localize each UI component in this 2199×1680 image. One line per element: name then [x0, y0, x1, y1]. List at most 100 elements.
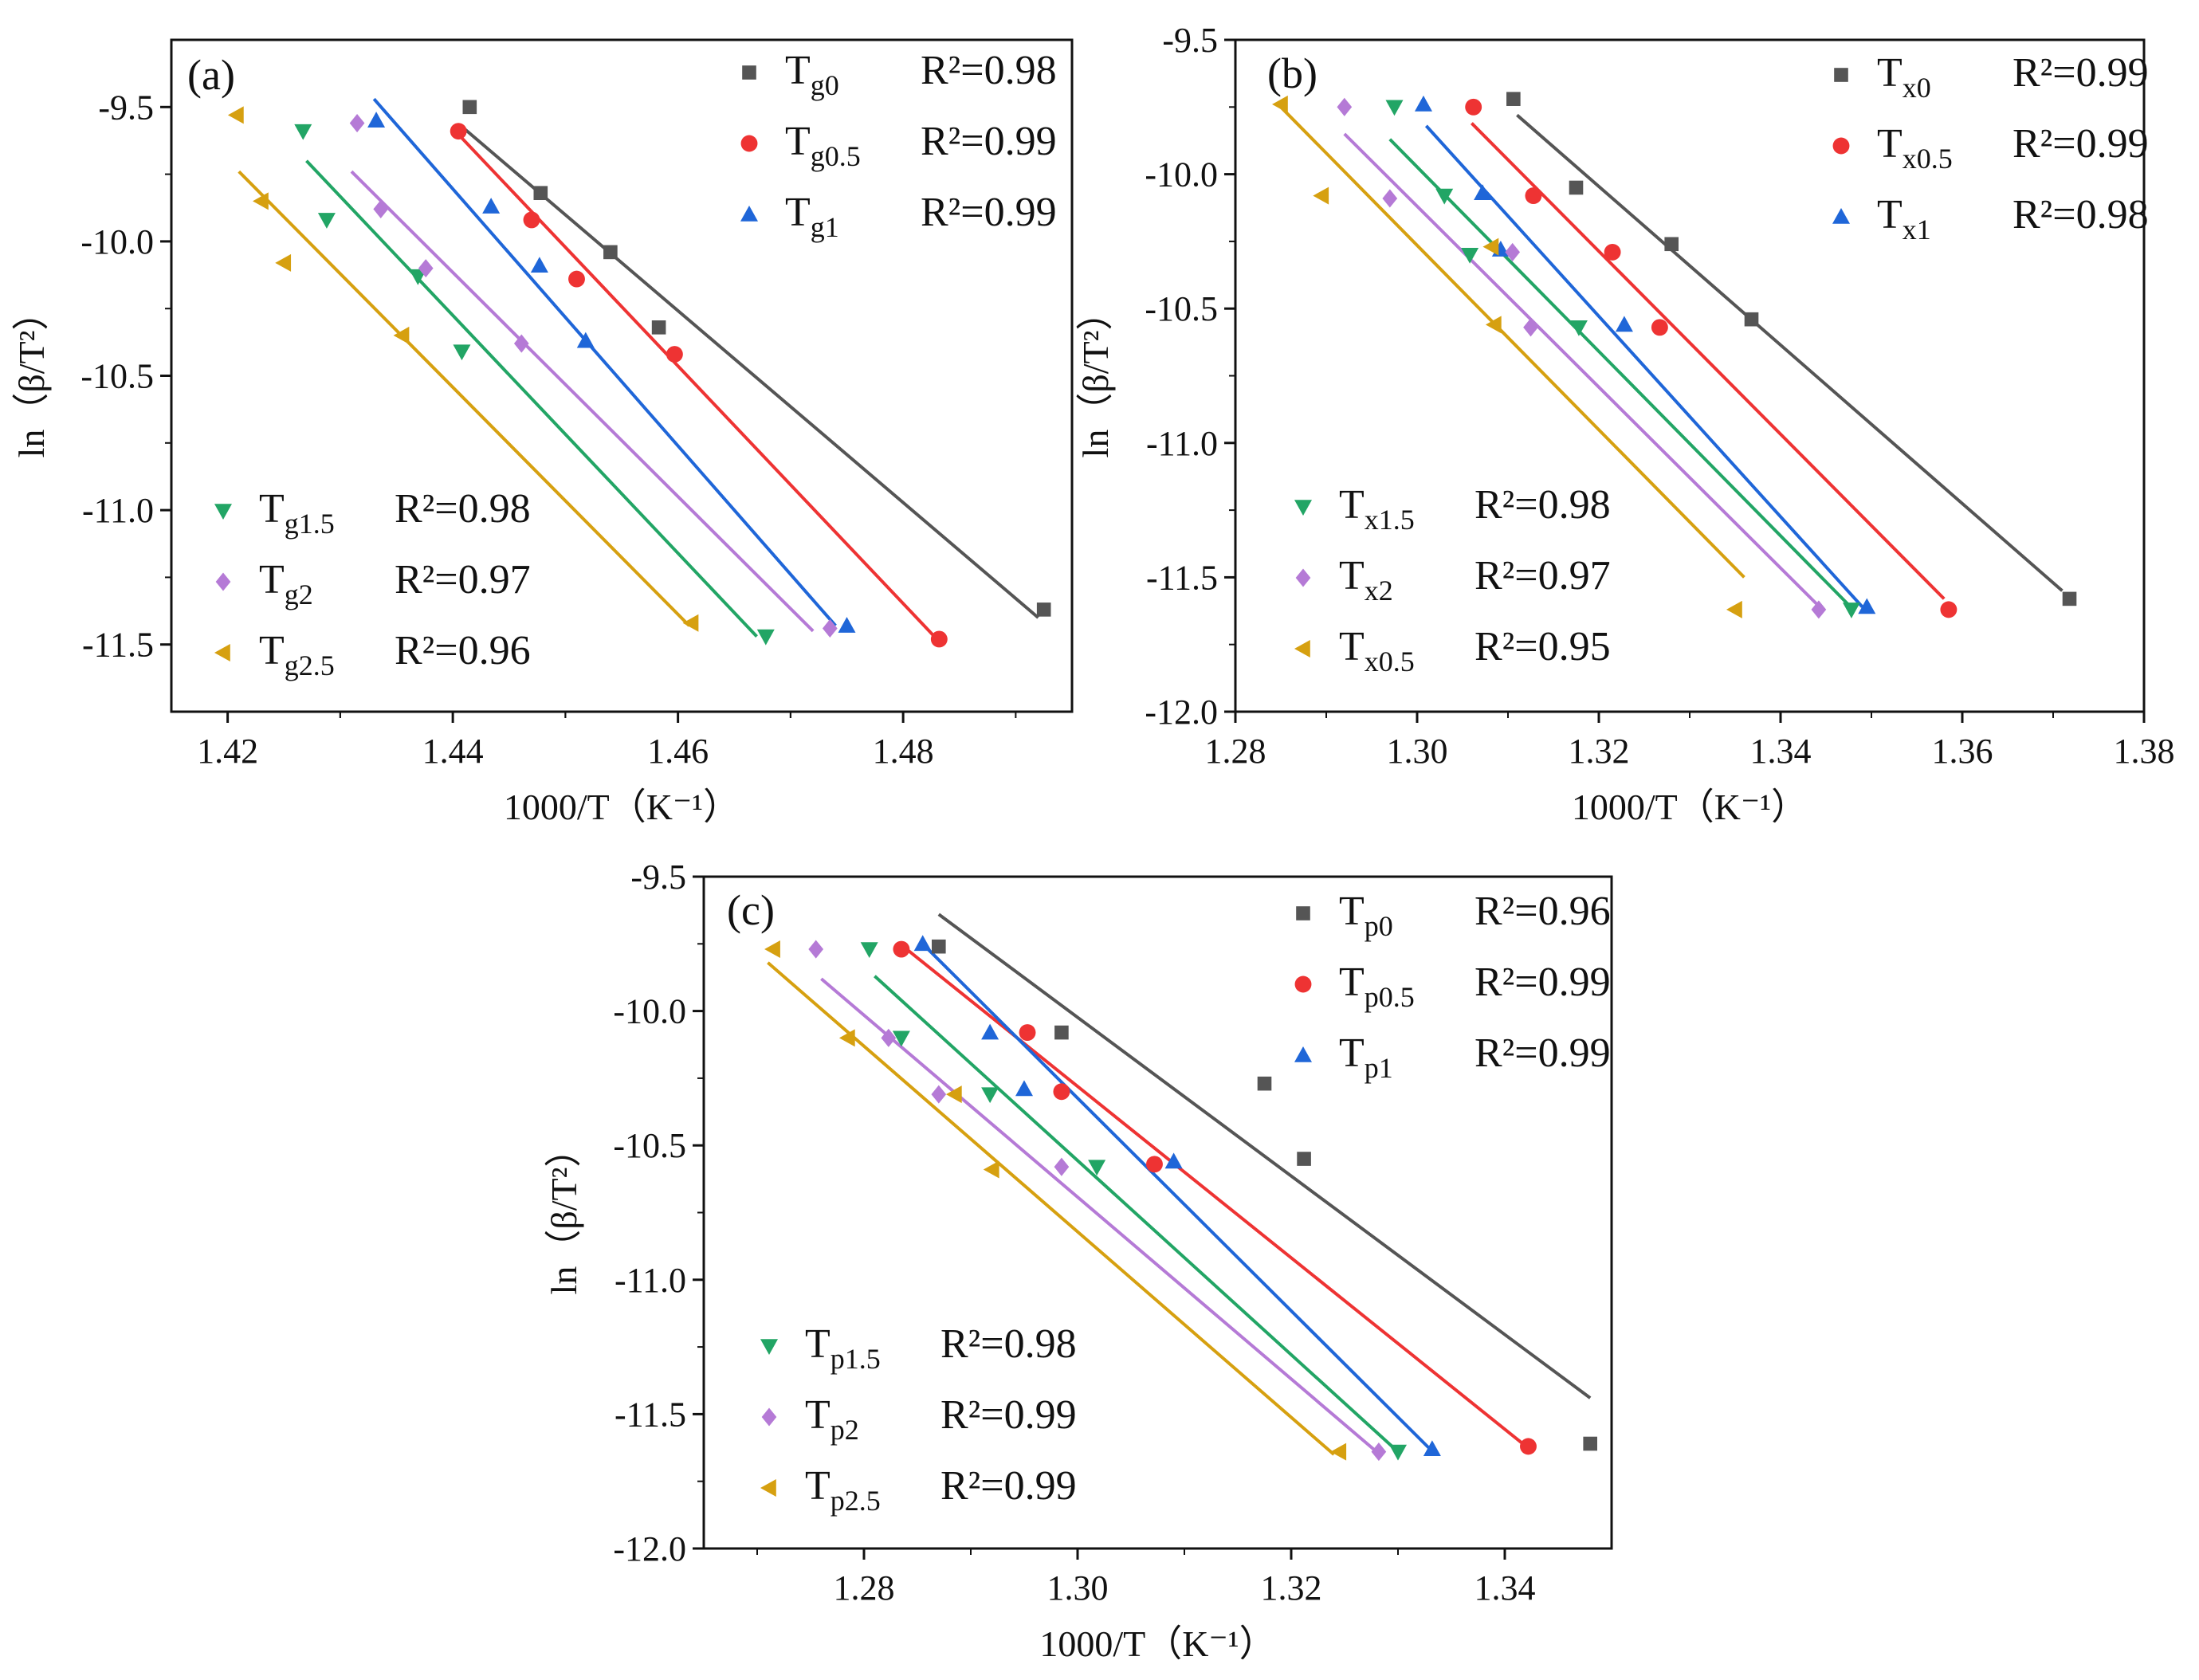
chart-panel-b: 1.28 1.30 1.32 1.34 1.36 1.38 -9.5 -10.0 -10.5 -1…: [1075, 21, 2175, 827]
data-point-x1.5: [1569, 320, 1588, 336]
legend-entry-x0: Tx0 R²=0.99: [1834, 50, 2149, 104]
data-point-x0.5: [1940, 601, 1958, 618]
legend-label: Tg0.5: [785, 119, 861, 172]
data-point-g1.5: [294, 124, 312, 140]
plot-frame: [1234, 38, 2146, 713]
data-point-g1: [530, 257, 548, 273]
y-tick-label: -11.5: [82, 626, 154, 665]
legend-r2: R²=0.99: [921, 119, 1057, 164]
x-tick-label: 1.46: [647, 732, 709, 771]
fit-line-g2: [350, 170, 815, 633]
legend-r2: R²=0.98: [2012, 192, 2149, 237]
data-point-g2: [349, 113, 365, 133]
x-tick-label: 1.30: [1387, 732, 1448, 771]
data-point-g2.5: [227, 106, 244, 124]
data-point-g2.5: [393, 326, 410, 344]
legend-marker: [761, 1407, 777, 1427]
data-point-p1.5: [892, 1030, 910, 1047]
fit-line-g2.5: [238, 170, 691, 627]
legend-r2: R²=0.99: [940, 1392, 1077, 1438]
legend-r2: R²=0.99: [1475, 960, 1611, 1005]
legend-label: Tg2: [259, 557, 313, 610]
legend-entry-x0.5: Tx0.5 R²=0.99: [1832, 121, 2149, 175]
data-point-p1: [981, 1023, 999, 1040]
data-point-p2.5: [764, 940, 780, 959]
data-point-g0.5: [568, 270, 585, 288]
data-point-g2.5: [253, 192, 269, 210]
legend-label: Tp0.5: [1339, 960, 1415, 1013]
legend-r2: R²=0.99: [1475, 1030, 1611, 1076]
legend-entry-g1: Tg1 R²=0.99: [740, 190, 1057, 243]
y-tick-label: -10.0: [80, 222, 154, 261]
legend-label: Tx0.5: [1877, 121, 1953, 175]
legend-r2: R²=0.96: [1475, 889, 1611, 934]
data-point-x1.5: [1435, 188, 1454, 205]
data-point-x1: [1615, 316, 1633, 332]
legend-label: Tp2: [805, 1392, 859, 1446]
data-point-p2.5: [945, 1085, 962, 1104]
x-axis-title: 1000/T（K⁻¹）: [1039, 1623, 1275, 1664]
legend-r2: R²=0.99: [2012, 121, 2149, 167]
data-point-p1.5: [860, 942, 878, 959]
data-point-p0.5: [1019, 1024, 1036, 1042]
legend-r2: R²=0.96: [395, 628, 531, 673]
data-point-x0.5: [1651, 319, 1668, 336]
legend-marker: [740, 206, 758, 222]
x-axis-title: 1000/T（K⁻¹）: [504, 787, 740, 827]
legend-marker: [1832, 137, 1850, 155]
panel-label: (b): [1267, 49, 1317, 97]
legend-marker: [1294, 1046, 1312, 1062]
fit-line-g0: [462, 127, 1039, 619]
x-tick-label: 1.44: [422, 732, 484, 771]
fit-line-x1: [1424, 124, 1864, 608]
panel-label: (a): [187, 51, 235, 99]
data-point-g1: [482, 198, 501, 214]
data-point-p1.5: [1389, 1444, 1407, 1461]
data-point-x2: [1811, 600, 1827, 619]
legend-marker: [1294, 500, 1312, 516]
data-point-x0.5: [1726, 600, 1742, 618]
legend-r2: R²=0.98: [940, 1321, 1077, 1367]
y-tick-label: -10.5: [613, 1126, 686, 1165]
legend-entry-p2: Tp2 R²=0.99: [761, 1392, 1077, 1446]
fit-line-p1.5: [874, 975, 1400, 1454]
data-point-x0: [1744, 312, 1759, 327]
data-point-p1: [1423, 1440, 1441, 1457]
data-point-p0.5: [1520, 1438, 1537, 1455]
x-tick-label: 1.36: [1932, 732, 1993, 771]
data-point-x2: [1523, 318, 1538, 337]
legend-marker: [1834, 68, 1848, 82]
legend-label: Tp1.5: [805, 1321, 881, 1375]
data-point-x0: [2062, 591, 2077, 606]
y-tick-label: -11.5: [1146, 558, 1218, 597]
legend-entry-x1.5: Tx1.5 R²=0.98: [1294, 482, 1611, 536]
y-tick-label: -12.0: [613, 1529, 686, 1568]
data-point-g0.5: [666, 346, 683, 363]
data-point-g2: [822, 618, 838, 638]
data-point-p2.5: [983, 1160, 999, 1179]
x-tick-label: 1.30: [1047, 1568, 1109, 1607]
fit-line-x2: [1343, 132, 1819, 606]
chart-panel-c: 1.28 1.30 1.32 1.34 -9.5 -10.0 -10.5 -11.0 -11.5…: [544, 858, 1613, 1664]
fit-line-x0.5: [1470, 122, 1946, 600]
legend-label: Tx0.5: [1339, 624, 1415, 677]
data-point-x1.5: [1842, 603, 1860, 618]
data-point-g0.5: [930, 630, 948, 648]
x-tick-label: 1.42: [197, 732, 258, 771]
data-point-p1: [1164, 1152, 1183, 1169]
y-tick-label: -12.0: [1145, 693, 1218, 732]
fit-line-g1.5: [305, 159, 758, 638]
legend-marker: [215, 572, 231, 591]
legend-label: Tg0: [785, 48, 839, 101]
data-point-g1.5: [756, 629, 775, 646]
data-point-x0: [1506, 92, 1521, 106]
legend-label: Tx1: [1877, 192, 1931, 245]
legend-entry-x2: Tx2 R²=0.97: [1295, 553, 1611, 606]
data-point-x0.5: [1485, 316, 1502, 334]
data-point-g1.5: [317, 213, 336, 229]
fit-line-p2: [820, 977, 1378, 1454]
legend-entry-p1: Tp1 R²=0.99: [1294, 1030, 1611, 1084]
data-point-p0: [932, 939, 946, 954]
data-point-g1: [838, 617, 856, 633]
